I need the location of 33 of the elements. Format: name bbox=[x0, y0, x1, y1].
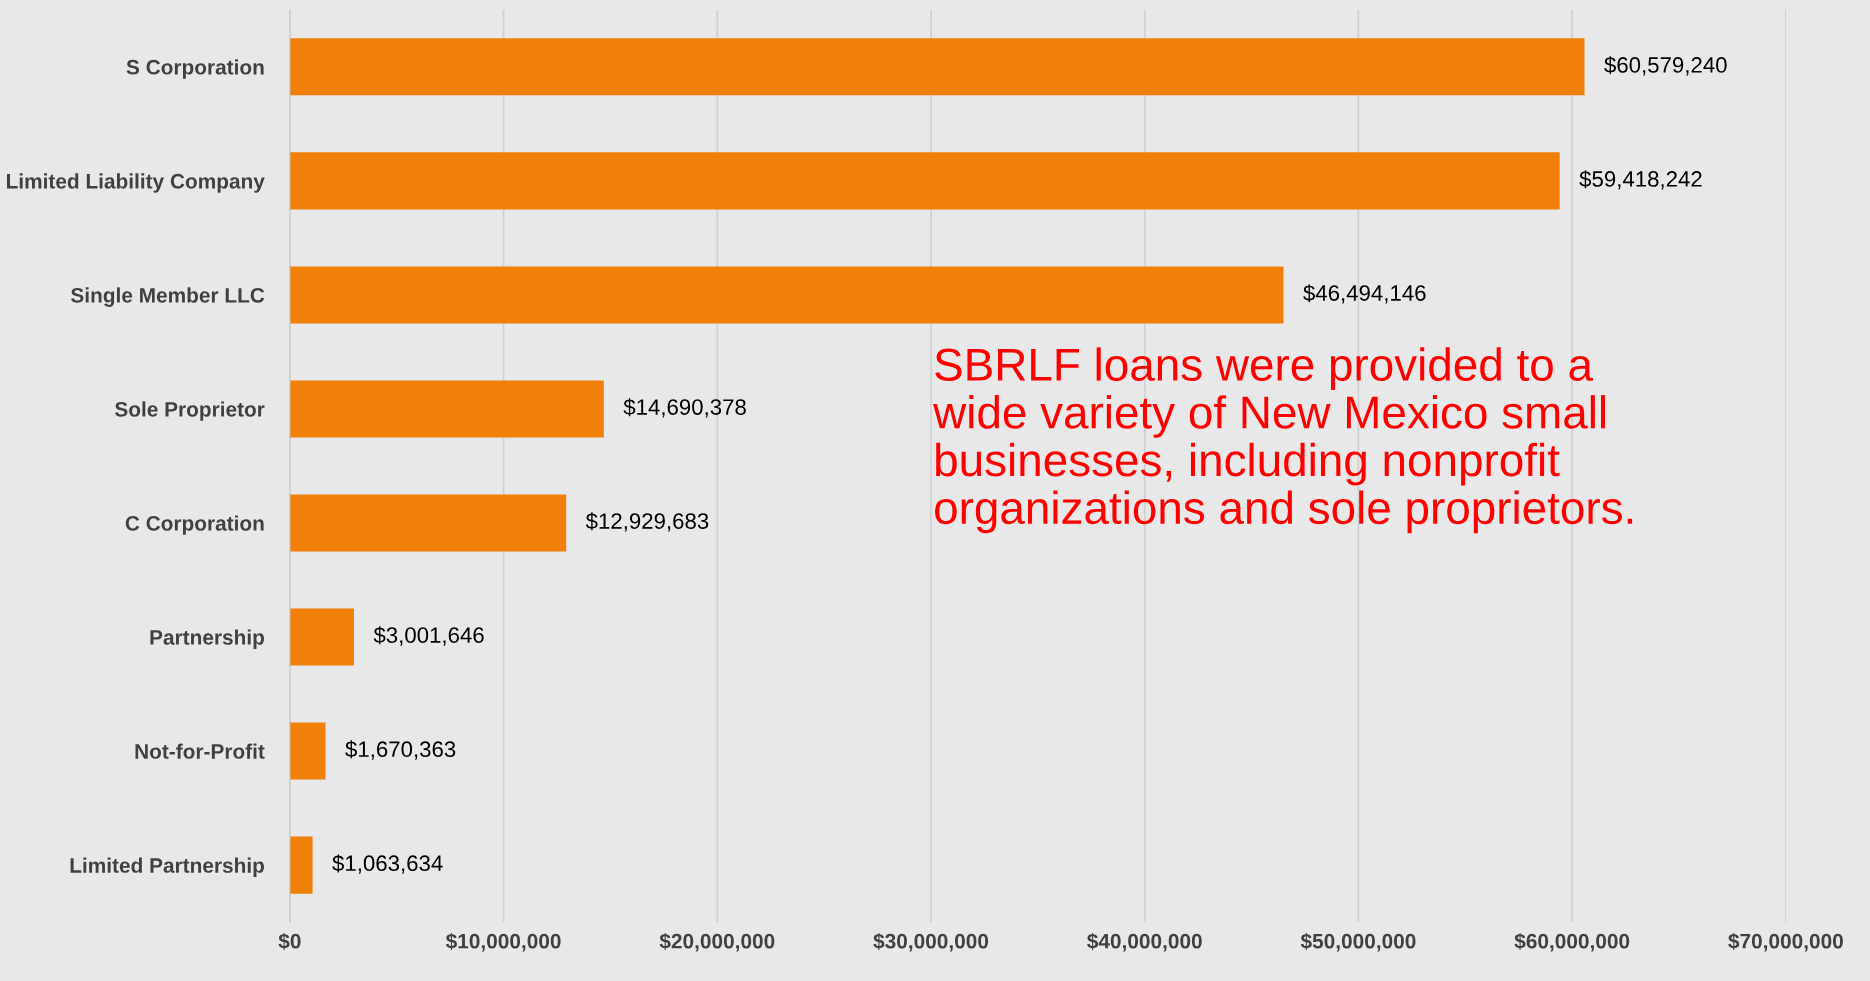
x-tick-label: $40,000,000 bbox=[1087, 932, 1202, 952]
data-label: $14,690,378 bbox=[623, 398, 746, 418]
bar bbox=[289, 608, 354, 666]
y-tick-label: Limited Partnership bbox=[70, 857, 265, 877]
data-label: $1,063,634 bbox=[332, 854, 443, 874]
bar bbox=[289, 152, 1560, 210]
data-label: $59,418,242 bbox=[1579, 170, 1702, 190]
bar bbox=[289, 722, 326, 780]
bar bbox=[289, 380, 604, 438]
bar bbox=[289, 38, 1585, 96]
x-tick-label: $50,000,000 bbox=[1300, 932, 1416, 952]
y-tick-label: S Corporation bbox=[126, 59, 264, 79]
bar bbox=[289, 266, 1284, 324]
y-tick-label: Limited Liability Company bbox=[6, 173, 265, 193]
x-tick-label: $60,000,000 bbox=[1514, 932, 1630, 952]
x-tick-label: $0 bbox=[278, 932, 301, 950]
data-label: $1,670,363 bbox=[345, 740, 456, 760]
y-tick-label: Not-for-Profit bbox=[135, 743, 265, 759]
data-label: $46,494,146 bbox=[1303, 284, 1426, 304]
x-tick-label: $30,000,000 bbox=[873, 932, 989, 952]
y-tick-label: Sole Proprietor bbox=[114, 401, 265, 421]
x-tick-label: $20,000,000 bbox=[659, 932, 775, 952]
x-tick-label: $70,000,000 bbox=[1728, 932, 1843, 952]
data-label: $3,001,646 bbox=[373, 626, 484, 646]
bar bbox=[289, 494, 567, 552]
bar bbox=[289, 836, 313, 894]
data-label: $12,929,683 bbox=[585, 512, 709, 532]
y-tick-label: Partnership bbox=[150, 629, 264, 649]
x-tick-label: $10,000,000 bbox=[445, 932, 561, 952]
y-tick-label: Single Member LLC bbox=[70, 287, 265, 307]
y-tick-label: C Corporation bbox=[125, 515, 264, 535]
data-label: $60,579,240 bbox=[1604, 56, 1727, 76]
annotation: SBRLF loans were provided to a wide variety of New Mexico small businesses, including nonprofit organizations and sole proprietors. bbox=[933, 347, 1633, 534]
